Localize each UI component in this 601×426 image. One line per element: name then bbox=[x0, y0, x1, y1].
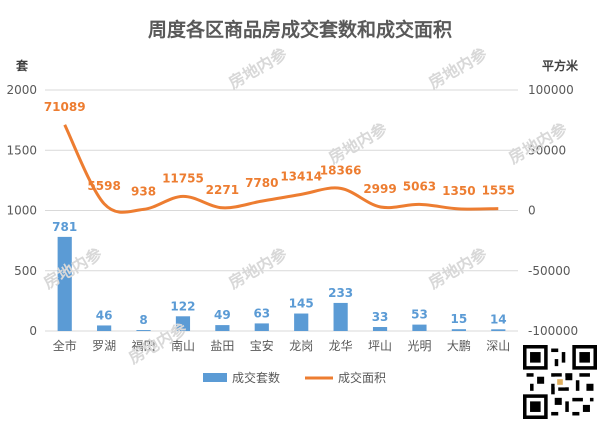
x-tick-label: 龙华 bbox=[329, 339, 353, 353]
bar-data-label: 15 bbox=[451, 312, 468, 326]
bar bbox=[412, 324, 427, 331]
bar bbox=[136, 330, 151, 331]
chart-title: 周度各区商品房成交套数和成交面积 bbox=[148, 18, 452, 41]
legend-swatch-bar bbox=[203, 373, 227, 382]
line-data-label: 938 bbox=[131, 184, 156, 198]
bar-data-label: 145 bbox=[289, 297, 314, 311]
right-tick-label: 0 bbox=[528, 204, 536, 218]
bar-data-label: 49 bbox=[214, 308, 231, 322]
bar-data-label: 33 bbox=[372, 310, 389, 324]
right-axis-label: 平方米 bbox=[542, 58, 579, 73]
bar-data-label: 8 bbox=[139, 313, 147, 327]
x-tick-label: 盐田 bbox=[210, 339, 234, 353]
bar bbox=[254, 323, 269, 331]
x-tick-label: 光明 bbox=[407, 339, 431, 353]
bar-data-label: 122 bbox=[170, 299, 195, 313]
bar-data-label: 53 bbox=[411, 308, 428, 322]
line-series-path bbox=[63, 124, 499, 214]
line-data-label: 2999 bbox=[363, 182, 396, 196]
right-tick-label: 100000 bbox=[528, 83, 574, 97]
bar-data-label: 233 bbox=[328, 286, 353, 300]
bar bbox=[97, 325, 112, 331]
x-tick-label: 大鹏 bbox=[447, 339, 471, 353]
right-tick-label: -100000 bbox=[528, 324, 578, 338]
x-tick-label: 坪山 bbox=[368, 339, 392, 353]
data-labels: 781 46 8 122 49 63 145 233 33 53 15 14 71089 5598 938 1… bbox=[44, 100, 515, 327]
line-data-label: 1555 bbox=[482, 184, 515, 198]
right-tick-label: 50000 bbox=[528, 143, 566, 157]
bar-data-label: 781 bbox=[52, 220, 77, 234]
x-tick-label: 龙岗 bbox=[289, 339, 313, 353]
legend: 成交套数 成交面积 bbox=[203, 370, 386, 385]
bar bbox=[372, 327, 388, 331]
x-tick-label: 全市 bbox=[53, 338, 77, 353]
right-tick-labels: -100000 -50000 0 50000 100000 bbox=[528, 83, 578, 338]
line-data-label: 71089 bbox=[44, 100, 86, 114]
bar bbox=[215, 325, 230, 331]
left-tick-label: 500 bbox=[14, 264, 37, 278]
bar bbox=[294, 313, 309, 331]
line-data-label: 5063 bbox=[403, 179, 436, 193]
line-data-label: 5598 bbox=[87, 179, 120, 193]
left-tick-label: 1000 bbox=[6, 204, 37, 218]
x-tick-label: 深山 bbox=[486, 339, 510, 353]
bar bbox=[57, 236, 72, 331]
x-tick-label: 罗湖 bbox=[92, 338, 116, 353]
line-data-label: 18366 bbox=[320, 163, 362, 177]
bar-data-label: 46 bbox=[96, 308, 113, 322]
line-data-label: 7780 bbox=[245, 176, 278, 190]
line-data-label: 11755 bbox=[162, 171, 204, 185]
line-data-label: 1350 bbox=[442, 184, 475, 198]
bar-data-label: 63 bbox=[253, 306, 270, 320]
bar bbox=[491, 329, 506, 331]
x-tick-label: 福田 bbox=[132, 338, 156, 353]
legend-item-bar: 成交套数 bbox=[232, 370, 280, 385]
bar bbox=[451, 329, 466, 331]
left-tick-labels: 0 500 1000 1500 2000 bbox=[6, 83, 37, 338]
left-axis-label: 套 bbox=[15, 58, 29, 73]
line-series bbox=[63, 124, 499, 214]
left-tick-label: 0 bbox=[29, 324, 37, 338]
gridlines bbox=[45, 89, 518, 332]
line-data-label: 2271 bbox=[206, 183, 239, 197]
line-data-label: 13414 bbox=[280, 169, 322, 183]
bar bbox=[333, 302, 348, 331]
bar-data-label: 14 bbox=[490, 312, 507, 326]
left-tick-label: 2000 bbox=[6, 83, 37, 97]
x-tick-label: 南山 bbox=[171, 338, 195, 353]
right-tick-label: -50000 bbox=[528, 264, 571, 278]
legend-item-line: 成交面积 bbox=[338, 370, 386, 385]
left-tick-label: 1500 bbox=[6, 143, 37, 157]
bar-series bbox=[57, 236, 506, 331]
qr-code-image bbox=[523, 345, 597, 419]
x-tick-labels: 全市 罗湖 福田 南山 盐田 宝安 龙岗 龙华 坪山 光明 大鹏 深山 bbox=[53, 338, 511, 353]
x-tick-label: 宝安 bbox=[250, 338, 274, 353]
bar bbox=[175, 316, 191, 331]
